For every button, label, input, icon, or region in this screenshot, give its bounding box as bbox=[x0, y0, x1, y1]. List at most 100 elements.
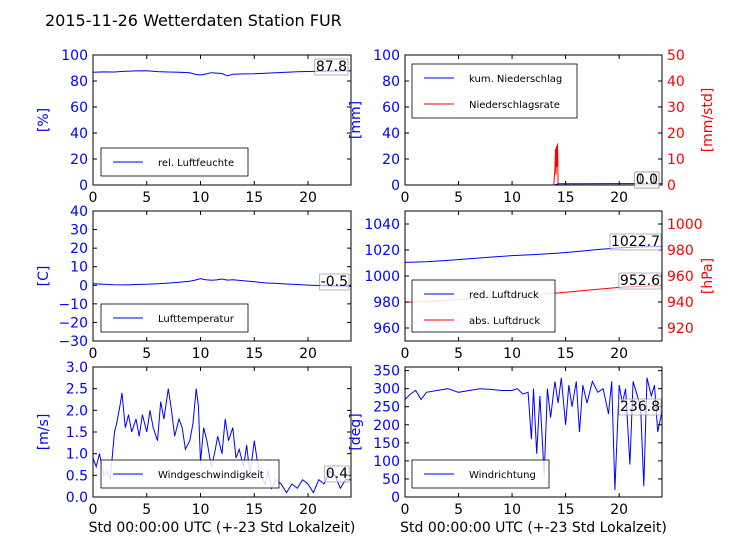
last-value-text: 87.8 bbox=[316, 59, 347, 75]
last-value-box bbox=[618, 272, 662, 290]
y-tick-label: 40 bbox=[382, 126, 400, 142]
y-tick-label: −30 bbox=[58, 334, 88, 350]
y-tick-label: 1.5 bbox=[66, 425, 88, 441]
last-value-text: 236.8 bbox=[620, 399, 660, 415]
y-right-tick-label: 50 bbox=[667, 48, 685, 64]
y-axis-label: [C] bbox=[36, 266, 52, 287]
y-axis-label: [%] bbox=[36, 108, 52, 132]
y-tick-label: 50 bbox=[382, 472, 400, 488]
legend: red. Luftdruck abs. Luftdruck bbox=[411, 279, 556, 333]
x-tick-label: 5 bbox=[454, 190, 463, 206]
y-right-tick-label: 30 bbox=[667, 100, 685, 116]
figure-title: 2015-11-26 Wetterdaten Station FUR bbox=[45, 11, 342, 30]
last-value-box bbox=[314, 58, 349, 76]
x-tick-label: 5 bbox=[142, 502, 151, 518]
legend: Windrichtung bbox=[411, 459, 550, 489]
y-tick-label: 0 bbox=[391, 490, 400, 506]
y-tick-label: 10 bbox=[70, 260, 88, 276]
series-line-precipitation-1 bbox=[405, 143, 662, 185]
legend-box bbox=[411, 63, 578, 119]
plot-frame bbox=[404, 54, 663, 186]
y-tick-label: 200 bbox=[373, 418, 400, 434]
last-value-text: 1022.7 bbox=[611, 234, 660, 250]
y-tick-label: 40 bbox=[70, 204, 88, 220]
last-value-box bbox=[319, 273, 350, 291]
last-value-label: 0.0 bbox=[634, 171, 660, 189]
legend-label: kum. Niederschlag bbox=[469, 74, 562, 85]
panel-pressure: 0 5 10 15 20 960 980 1000 1020 1040 920 940 960 980 10… bbox=[364, 210, 716, 362]
y-tick-label: 150 bbox=[373, 436, 400, 452]
y-right-tick-label: 920 bbox=[667, 321, 694, 337]
plot-frame bbox=[92, 54, 352, 186]
y-axis-label: [m/s] bbox=[36, 414, 52, 451]
x-tick-label: 5 bbox=[454, 502, 463, 518]
panel-precipitation: 0 5 10 15 20 0 20 40 60 80 100 0 10 20 30 40 50 [mm] [mm/s… bbox=[348, 48, 716, 206]
legend-label: Niederschlagsrate bbox=[469, 100, 560, 111]
legend-label: red. Luftdruck bbox=[469, 290, 539, 301]
x-tick-label: 10 bbox=[503, 502, 521, 518]
x-tick-label: 10 bbox=[192, 346, 210, 362]
x-axis-label: Std 00:00:00 UTC (+-23 Std Lokalzeit) bbox=[89, 520, 356, 536]
legend-label: Windgeschwindigkeit bbox=[158, 470, 264, 481]
y-tick-label: 100 bbox=[61, 48, 88, 64]
x-tick-label: 0 bbox=[401, 346, 410, 362]
legend: Lufttemperatur bbox=[100, 303, 249, 333]
series-line-humidity-0 bbox=[93, 70, 351, 77]
x-tick-label: 15 bbox=[557, 502, 575, 518]
y-tick-label: 60 bbox=[382, 100, 400, 116]
series-line-wind_speed-0 bbox=[93, 388, 351, 494]
y-tick-label: 1040 bbox=[364, 217, 400, 233]
x-tick-label: 10 bbox=[503, 190, 521, 206]
legend: Windgeschwindigkeit bbox=[100, 459, 280, 489]
last-value-box bbox=[618, 398, 662, 416]
x-tick-label: 15 bbox=[245, 502, 263, 518]
last-value-text: -0.5 bbox=[321, 274, 348, 290]
x-tick-label: 5 bbox=[454, 346, 463, 362]
x-tick-label: 20 bbox=[610, 346, 628, 362]
y-tick-label: 20 bbox=[70, 241, 88, 257]
panel-humidity: 0 5 10 15 20 0 20 40 60 80 100 [%] rel. Luftfeuchte 8… bbox=[36, 48, 352, 206]
y-right-tick-label: 940 bbox=[667, 295, 694, 311]
y-right-tick-label: 0 bbox=[667, 178, 676, 194]
y-right-tick-label: 10 bbox=[667, 152, 685, 168]
y-right-tick-label: 20 bbox=[667, 126, 685, 142]
y-tick-label: 20 bbox=[382, 152, 400, 168]
x-tick-label: 15 bbox=[245, 190, 263, 206]
plot-frame bbox=[404, 366, 663, 498]
legend-label: Windrichtung bbox=[469, 470, 536, 481]
y-right-tick-label: 1000 bbox=[667, 217, 703, 233]
plot-frame bbox=[92, 210, 352, 342]
last-value-box bbox=[634, 171, 660, 189]
x-tick-label: 10 bbox=[192, 502, 210, 518]
x-tick-label: 20 bbox=[299, 190, 317, 206]
y-tick-label: 60 bbox=[70, 100, 88, 116]
y-tick-label: 300 bbox=[373, 382, 400, 398]
last-value-label: 1022.7 bbox=[609, 233, 662, 251]
y-tick-label: 1020 bbox=[364, 243, 400, 259]
last-value-text: 0.0 bbox=[636, 172, 658, 188]
y-tick-label: 0.0 bbox=[66, 490, 88, 506]
x-tick-label: 5 bbox=[142, 190, 151, 206]
last-value-text: 0.4 bbox=[326, 466, 348, 482]
x-tick-label: 20 bbox=[299, 346, 317, 362]
y-right-axis-label: [hPa] bbox=[700, 258, 716, 294]
last-value-box bbox=[324, 465, 350, 483]
y-tick-label: 100 bbox=[373, 454, 400, 470]
y-tick-label: 80 bbox=[70, 74, 88, 90]
y-right-axis-label: [mm/std] bbox=[700, 88, 716, 153]
y-tick-label: 2.0 bbox=[66, 403, 88, 419]
x-tick-label: 0 bbox=[89, 502, 98, 518]
legend: rel. Luftfeuchte bbox=[100, 147, 249, 177]
x-tick-label: 10 bbox=[192, 190, 210, 206]
x-tick-label: 15 bbox=[557, 190, 575, 206]
last-value-label: 952.6 bbox=[618, 272, 662, 290]
y-tick-label: 980 bbox=[373, 295, 400, 311]
y-tick-label: 250 bbox=[373, 400, 400, 416]
legend-label: abs. Luftdruck bbox=[469, 316, 540, 327]
series-line-wind_direction-0 bbox=[405, 377, 662, 490]
x-tick-label: 0 bbox=[401, 502, 410, 518]
y-tick-label: 100 bbox=[373, 48, 400, 64]
last-value-label: 0.4 bbox=[324, 465, 350, 483]
